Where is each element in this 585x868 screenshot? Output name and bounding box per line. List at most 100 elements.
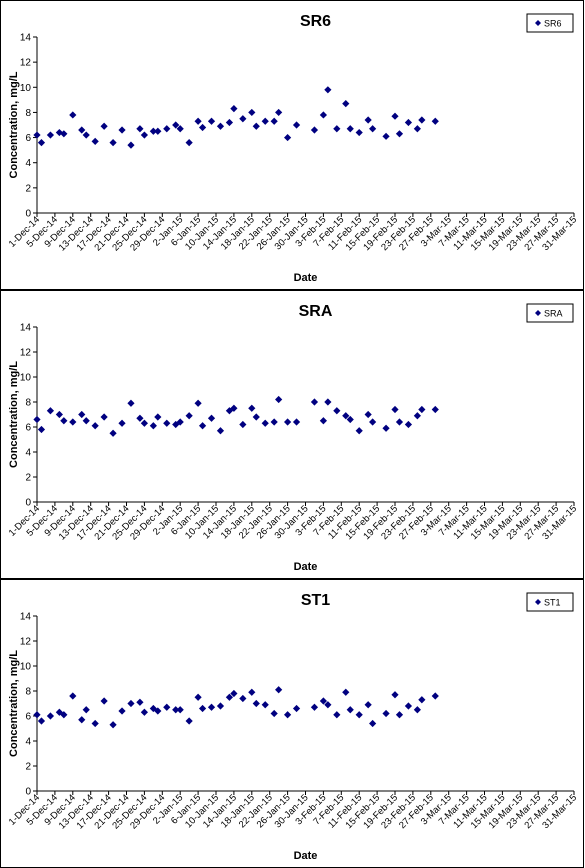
data-point bbox=[194, 399, 202, 407]
data-point bbox=[185, 412, 193, 420]
data-point bbox=[225, 693, 234, 701]
data-point bbox=[207, 703, 216, 711]
legend-marker bbox=[535, 20, 541, 26]
data-point bbox=[292, 704, 301, 713]
data-point bbox=[395, 711, 404, 719]
data-point bbox=[207, 414, 216, 422]
data-point bbox=[252, 122, 260, 130]
data-point bbox=[60, 711, 68, 719]
data-point bbox=[319, 111, 327, 119]
y-tick-label: 10 bbox=[20, 83, 32, 94]
y-tick-label: 2 bbox=[25, 762, 31, 773]
data-point bbox=[364, 410, 372, 419]
y-tick-label: 14 bbox=[20, 33, 32, 44]
data-point bbox=[395, 418, 404, 426]
data-point bbox=[118, 419, 126, 427]
y-tick-label: 14 bbox=[20, 323, 32, 334]
data-point bbox=[100, 413, 108, 421]
chart-panel-sra: SRA Concentration, mg/L 0 2 4 6 8 10 12 14 1-Dec-1… bbox=[0, 290, 584, 579]
y-tick-label: 8 bbox=[25, 108, 31, 119]
y-tick-label: 6 bbox=[25, 712, 31, 723]
data-point bbox=[292, 121, 301, 129]
legend-box bbox=[526, 592, 574, 612]
data-point bbox=[100, 697, 108, 705]
data-point bbox=[55, 410, 63, 419]
data-point bbox=[418, 405, 426, 414]
data-point bbox=[230, 689, 238, 698]
data-point bbox=[82, 131, 90, 139]
data-point bbox=[275, 395, 283, 404]
y-axis-label: Concentration, mg/L bbox=[8, 71, 20, 178]
data-point bbox=[176, 706, 184, 714]
data-point bbox=[216, 122, 225, 130]
chart-title: ST1 bbox=[301, 592, 330, 609]
data-point bbox=[431, 117, 439, 125]
data-point bbox=[163, 125, 171, 133]
data-point bbox=[261, 117, 269, 125]
data-point bbox=[369, 125, 377, 133]
data-point bbox=[333, 711, 341, 719]
legend-box bbox=[526, 303, 574, 323]
chart-title: SRA bbox=[299, 303, 333, 320]
data-point bbox=[346, 415, 354, 424]
data-point bbox=[37, 425, 46, 434]
data-point bbox=[37, 717, 46, 725]
data-point bbox=[198, 704, 207, 713]
data-point bbox=[198, 123, 207, 132]
data-point bbox=[355, 711, 363, 719]
y-axis-label: Concentration, mg/L bbox=[8, 650, 20, 757]
data-point bbox=[100, 122, 108, 130]
data-point bbox=[33, 415, 41, 424]
chart-title: SR6 bbox=[300, 13, 331, 30]
legend-label: SRA bbox=[544, 309, 563, 319]
y-tick-label: 12 bbox=[20, 58, 32, 69]
y-tick-label: 14 bbox=[20, 612, 32, 623]
chart-panel-st1: ST1 Concentration, mg/L 0 2 4 6 8 10 12 14 1-Dec-1… bbox=[0, 579, 584, 868]
data-point bbox=[91, 137, 99, 145]
data-point bbox=[391, 112, 399, 120]
data-point bbox=[154, 127, 162, 135]
data-point bbox=[333, 407, 341, 415]
data-point bbox=[342, 688, 350, 696]
data-point bbox=[252, 413, 260, 421]
data-point bbox=[284, 418, 292, 426]
data-point bbox=[319, 417, 327, 425]
data-point bbox=[172, 121, 180, 129]
data-point bbox=[163, 703, 171, 711]
data-point bbox=[163, 419, 171, 427]
data-point bbox=[140, 419, 148, 427]
data-point bbox=[46, 407, 55, 415]
data-point bbox=[109, 721, 117, 729]
data-point bbox=[261, 419, 269, 427]
data-point bbox=[136, 698, 144, 706]
data-point bbox=[225, 118, 234, 127]
y-tick-label: 8 bbox=[25, 398, 31, 409]
data-point bbox=[382, 424, 390, 432]
data-point bbox=[154, 413, 162, 421]
data-point bbox=[176, 418, 184, 426]
y-axis-label: Concentration, mg/L bbox=[8, 361, 20, 468]
data-point bbox=[33, 131, 41, 139]
legend-box bbox=[526, 13, 574, 33]
data-point bbox=[413, 125, 421, 133]
data-point bbox=[136, 125, 144, 133]
data-point bbox=[185, 717, 193, 725]
data-point bbox=[172, 706, 180, 714]
data-point bbox=[382, 709, 390, 718]
data-point bbox=[60, 130, 68, 138]
data-point bbox=[404, 420, 413, 429]
data-point bbox=[275, 108, 283, 117]
data-point bbox=[230, 105, 238, 113]
x-axis-label: Date bbox=[294, 850, 318, 862]
data-point bbox=[252, 699, 260, 708]
data-point bbox=[364, 116, 372, 124]
data-point bbox=[194, 117, 202, 125]
data-point bbox=[324, 398, 332, 406]
data-point bbox=[324, 86, 332, 94]
data-point bbox=[127, 399, 135, 407]
data-point bbox=[154, 707, 162, 715]
data-point bbox=[82, 417, 90, 425]
data-point bbox=[413, 412, 421, 420]
data-point bbox=[33, 711, 41, 719]
data-point bbox=[248, 688, 256, 696]
